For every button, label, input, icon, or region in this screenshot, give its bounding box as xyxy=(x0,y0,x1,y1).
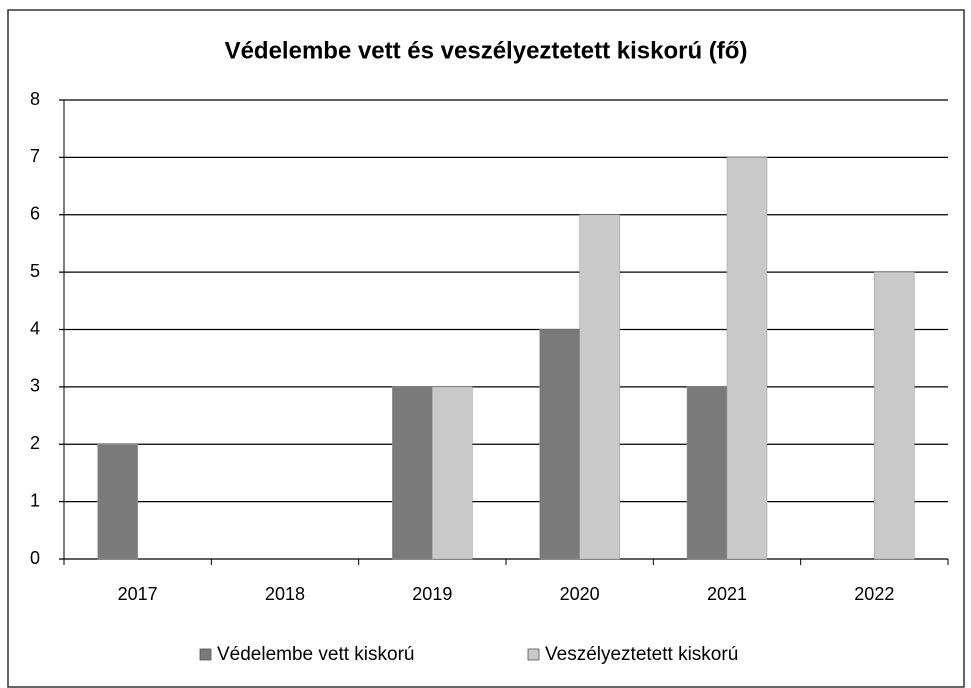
x-tick-label: 2019 xyxy=(412,584,452,604)
legend-swatch xyxy=(199,648,212,661)
legend-label: Védelembe vett kiskorú xyxy=(217,644,415,665)
chart-title: Védelembe vett és veszélyeztetett kiskor… xyxy=(225,37,748,64)
x-tick-label: 2022 xyxy=(854,584,894,604)
y-tick-label: 0 xyxy=(30,548,40,568)
y-tick-label: 2 xyxy=(30,433,40,453)
bar xyxy=(392,386,433,560)
bar xyxy=(686,386,728,560)
x-tick-label: 2018 xyxy=(265,584,305,604)
y-tick-label: 5 xyxy=(30,261,40,281)
bar xyxy=(539,329,580,560)
y-tick-label: 3 xyxy=(30,376,40,396)
x-tick-label: 2021 xyxy=(707,584,747,604)
chart-frame xyxy=(7,9,965,688)
y-tick-label: 6 xyxy=(30,204,40,224)
bar xyxy=(726,157,768,560)
legend-label: Veszélyeztetett kiskorú xyxy=(545,644,738,665)
legend-swatch xyxy=(527,648,540,661)
x-tick-label: 2017 xyxy=(118,584,158,604)
bar xyxy=(432,386,473,560)
bar xyxy=(97,444,138,560)
x-tick-label: 2020 xyxy=(560,584,600,604)
bar xyxy=(874,271,915,560)
bar xyxy=(579,214,620,560)
y-tick-label: 7 xyxy=(30,146,40,166)
y-tick-label: 4 xyxy=(30,318,40,338)
y-tick-label: 1 xyxy=(30,490,40,510)
y-tick-label: 8 xyxy=(30,89,40,109)
